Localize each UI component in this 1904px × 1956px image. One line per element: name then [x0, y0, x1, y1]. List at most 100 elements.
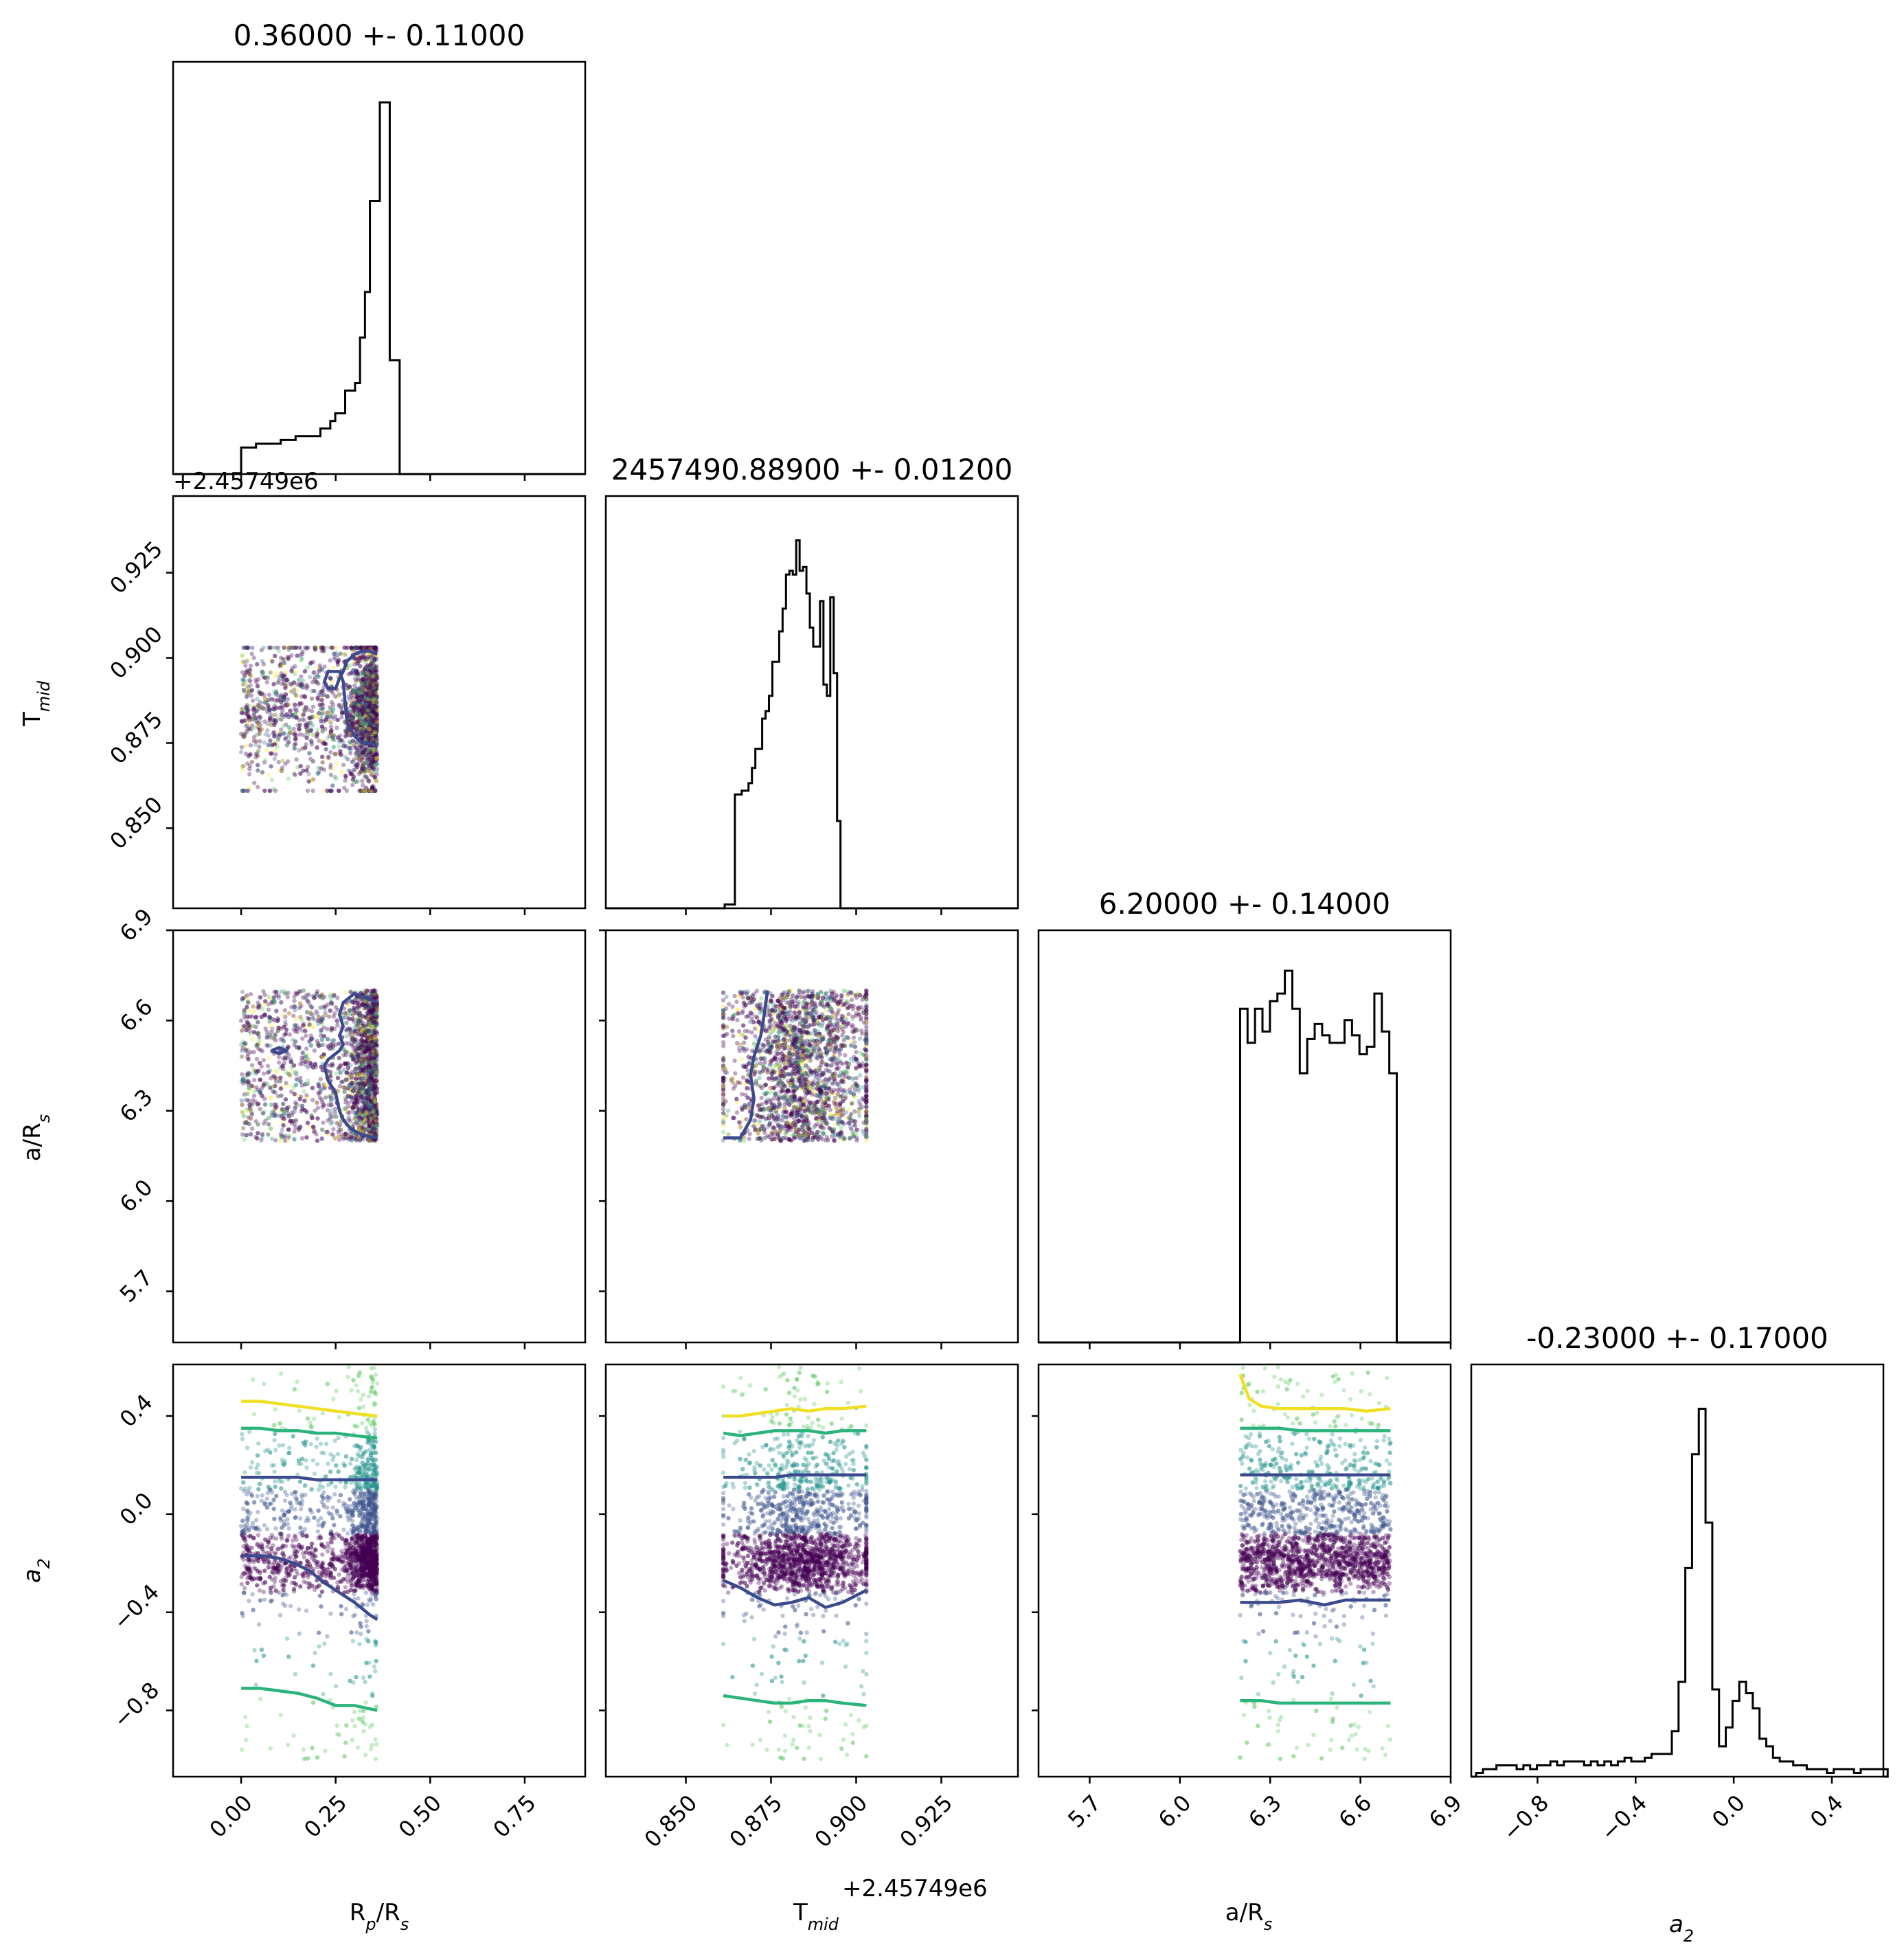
scatter-point — [367, 750, 372, 755]
scatter-point — [248, 1031, 253, 1036]
scatter-point — [260, 670, 266, 675]
scatter-point — [330, 1046, 336, 1051]
scatter-point — [254, 1044, 259, 1048]
scatter-point — [352, 1100, 356, 1105]
scatter-point — [272, 722, 277, 728]
scatter-point — [242, 1041, 247, 1046]
scatter-point — [350, 783, 355, 787]
scatter-point — [308, 1063, 313, 1068]
scatter-point — [366, 708, 371, 712]
scatter-point — [269, 1095, 273, 1100]
scatter-point — [352, 701, 356, 706]
scatter-point — [370, 1090, 374, 1096]
scatter-point — [244, 705, 249, 710]
scatter-point — [362, 1108, 367, 1113]
scatter-point — [253, 739, 259, 744]
scatter-point — [247, 786, 251, 791]
scatter-point — [363, 657, 367, 662]
scatter-point — [369, 1020, 374, 1024]
scatter-point — [281, 723, 286, 729]
scatter-point — [367, 1080, 372, 1085]
scatter-point — [247, 1103, 252, 1108]
scatter-point — [364, 1068, 369, 1074]
scatter-point — [371, 663, 376, 668]
scatter-point — [282, 660, 287, 666]
scatter-point — [352, 698, 358, 703]
scatter-point — [374, 994, 379, 999]
scatter-point — [297, 1097, 302, 1102]
scatter-point — [361, 1107, 366, 1112]
scatter-point — [353, 1092, 358, 1097]
scatter-point — [353, 1112, 359, 1117]
scatter-point — [368, 697, 373, 703]
scatter-point — [355, 1071, 360, 1076]
scatter-point — [247, 715, 251, 719]
scatter-point — [317, 668, 321, 673]
scatter-point — [374, 669, 379, 674]
scatter-point — [365, 1090, 370, 1094]
scatter-point — [245, 730, 249, 734]
scatter-point — [246, 691, 251, 696]
scatter-point — [280, 664, 285, 669]
scatter-point — [279, 768, 284, 774]
scatter-point — [373, 733, 378, 739]
scatter-point — [372, 1016, 377, 1022]
scatter-point — [354, 645, 359, 650]
scatter-point — [357, 732, 362, 737]
scatter-point — [320, 760, 325, 765]
scatter-point — [365, 690, 370, 695]
scatter-point — [338, 738, 343, 743]
scatter-point — [353, 1075, 359, 1079]
scatter-point — [366, 1113, 371, 1118]
scatter-point — [289, 1004, 294, 1010]
scatter-point — [370, 772, 375, 778]
scatter-point — [367, 763, 372, 767]
scatter-point — [268, 710, 273, 716]
scatter-point — [370, 1102, 374, 1107]
scatter-point — [293, 1082, 299, 1088]
scatter-point — [367, 1047, 372, 1053]
scatter-point — [374, 995, 379, 1000]
scatter-point — [292, 743, 297, 749]
scatter-point — [249, 651, 254, 656]
scatter-point — [369, 1138, 374, 1143]
scatter-point — [316, 692, 321, 697]
scatter-point — [372, 1007, 377, 1011]
scatter-point — [316, 645, 321, 650]
scatter-point — [365, 680, 370, 685]
scatter-point — [366, 737, 371, 742]
scatter-point — [359, 726, 363, 732]
scatter-point — [302, 1024, 308, 1029]
scatter-point — [368, 710, 374, 715]
scatter-point — [256, 1131, 260, 1136]
scatter-point — [304, 735, 309, 741]
scatter-point — [251, 1084, 256, 1089]
scatter-point — [370, 1007, 375, 1013]
scatter-point — [258, 715, 263, 720]
scatter-point — [293, 737, 298, 742]
scatter-point — [369, 720, 374, 725]
scatter-point — [367, 1120, 372, 1125]
scatter-point — [373, 734, 378, 739]
scatter-point — [367, 1096, 372, 1101]
scatter-point — [360, 766, 365, 771]
scatter-point — [356, 1003, 361, 1009]
scatter-point — [355, 677, 361, 682]
scatter-point — [351, 688, 356, 693]
scatter-point — [373, 788, 378, 794]
scatter-point — [281, 1056, 286, 1061]
scatter-point — [372, 694, 378, 699]
scatter-point — [282, 1024, 286, 1029]
scatter-point — [357, 1110, 362, 1115]
scatter-point — [367, 788, 372, 794]
scatter-point — [333, 694, 338, 699]
scatter-point — [360, 1002, 365, 1008]
scatter-point — [354, 645, 359, 650]
scatter-point — [328, 720, 333, 725]
scatter-point — [304, 1033, 308, 1038]
scatter-point — [374, 1042, 378, 1047]
scatter-point — [292, 1109, 297, 1114]
scatter-point — [361, 1049, 365, 1054]
scatter-point — [361, 783, 365, 788]
scatter-point — [361, 1097, 367, 1101]
